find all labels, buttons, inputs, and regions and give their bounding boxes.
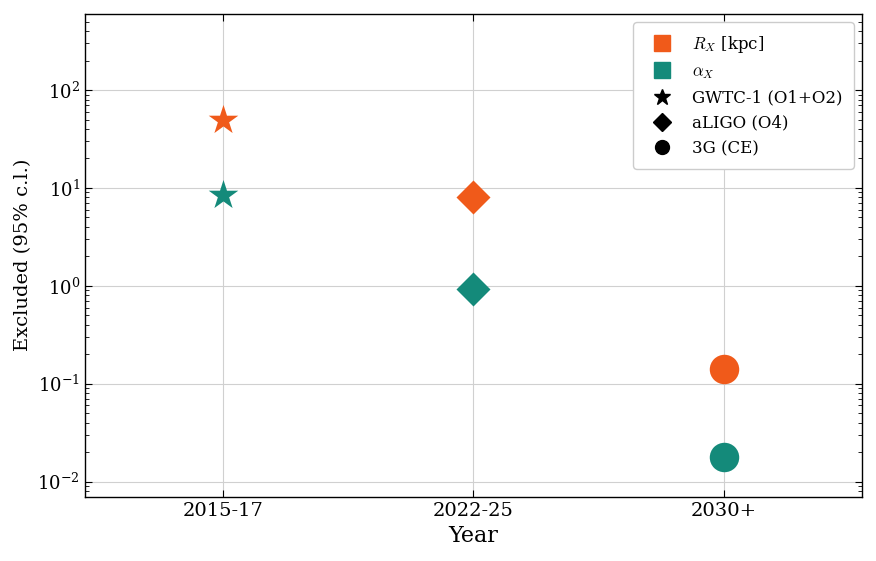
X-axis label: Year: Year bbox=[449, 525, 498, 547]
Point bbox=[717, 452, 731, 461]
Point bbox=[466, 285, 480, 294]
Point bbox=[466, 193, 480, 202]
Point bbox=[215, 190, 230, 199]
Point bbox=[215, 115, 230, 124]
Legend: $R_X$ [kpc], $\alpha_X$, GWTC-1 (O1+O2), aLIGO (O4), 3G (CE): $R_X$ [kpc], $\alpha_X$, GWTC-1 (O1+O2),… bbox=[633, 22, 854, 169]
Point bbox=[717, 365, 731, 374]
Y-axis label: Excluded (95% c.l.): Excluded (95% c.l.) bbox=[14, 159, 32, 352]
